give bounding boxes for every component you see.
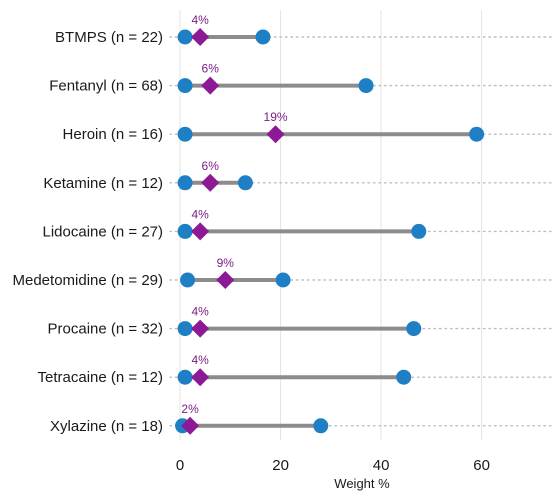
median-label: 2% — [181, 402, 199, 416]
row-1: Fentanyl (n = 68) 6% — [49, 62, 553, 95]
grid-layer — [179, 10, 483, 440]
median-label: 9% — [217, 256, 235, 270]
median-label: 6% — [202, 159, 220, 173]
median-marker — [191, 222, 210, 241]
max-point — [411, 223, 427, 239]
median-marker — [191, 319, 210, 338]
x-tick-label: 60 — [473, 457, 490, 474]
row-6: Procaine (n = 32) 4% — [48, 305, 553, 338]
median-label: 4% — [191, 207, 209, 221]
max-point — [396, 369, 412, 385]
max-point — [406, 321, 422, 337]
median-label: 19% — [264, 110, 288, 124]
min-point — [177, 321, 193, 337]
median-label: 4% — [191, 305, 209, 319]
category-label: Medetomidine (n = 29) — [13, 272, 164, 289]
x-tick-label: 40 — [373, 457, 390, 474]
min-point — [177, 29, 193, 45]
row-7: Tetracaine (n = 12) 4% — [38, 353, 553, 387]
min-point — [177, 126, 193, 142]
x-tick-label: 0 — [176, 457, 184, 474]
category-label: Lidocaine (n = 27) — [43, 223, 164, 240]
min-point — [177, 78, 193, 94]
median-label: 4% — [191, 13, 209, 27]
category-label: Tetracaine (n = 12) — [38, 369, 164, 386]
median-label: 4% — [191, 353, 209, 367]
row-0: BTMPS (n = 22) 4% — [55, 13, 553, 46]
max-point — [255, 29, 271, 45]
x-tick-label: 20 — [272, 457, 289, 474]
min-point — [180, 272, 196, 288]
row-layer: BTMPS (n = 22) 4% Fentanyl (n = 68) 6% Heroi… — [13, 13, 553, 435]
max-point — [237, 175, 253, 191]
category-label: Procaine (n = 32) — [48, 321, 163, 338]
category-label: Heroin (n = 16) — [63, 126, 163, 143]
median-marker — [181, 416, 200, 435]
median-marker — [191, 368, 210, 387]
median-marker — [216, 271, 235, 289]
median-marker — [201, 76, 220, 95]
max-point — [469, 126, 485, 142]
x-axis: 0 20 40 60 — [176, 457, 490, 474]
row-2: Heroin (n = 16) 19% — [63, 110, 553, 144]
row-3: Ketamine (n = 12) 6% — [43, 159, 553, 192]
x-axis-title: Weight % — [334, 476, 390, 491]
median-marker — [266, 125, 285, 144]
row-8: Xylazine (n = 18) 2% — [50, 402, 553, 435]
category-label: Xylazine (n = 18) — [50, 418, 163, 435]
category-label: Ketamine (n = 12) — [43, 175, 163, 192]
category-label: Fentanyl (n = 68) — [49, 78, 163, 95]
min-point — [177, 223, 193, 239]
row-5: Medetomidine (n = 29) 9% — [13, 256, 553, 289]
max-point — [275, 272, 291, 288]
row-4: Lidocaine (n = 27) 4% — [43, 207, 553, 241]
median-marker — [201, 173, 220, 192]
max-point — [358, 78, 374, 94]
category-label: BTMPS (n = 22) — [55, 29, 163, 46]
median-marker — [191, 28, 210, 46]
min-point — [177, 175, 193, 191]
min-point — [177, 369, 193, 385]
median-label: 6% — [202, 62, 220, 76]
max-point — [313, 418, 329, 434]
